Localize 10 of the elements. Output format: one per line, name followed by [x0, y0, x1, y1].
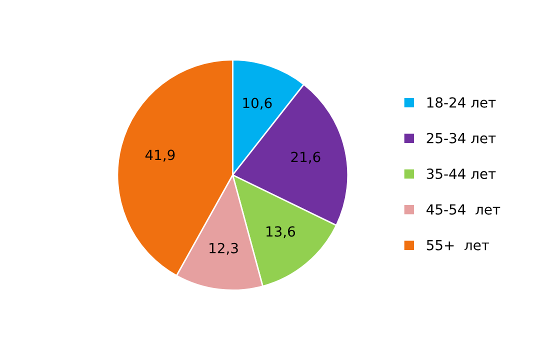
data-label: 21,6: [291, 152, 320, 164]
legend-label: 25-34 лет: [426, 132, 496, 144]
data-label: 13,6: [266, 226, 296, 238]
data-label: 41,9: [145, 150, 175, 162]
data-label: 12,3: [210, 242, 238, 255]
legend-label: 18-24 лет: [427, 97, 496, 108]
legend-label: 35-44 лет: [426, 168, 496, 180]
legend-label: 45-54 лет: [426, 204, 500, 215]
data-label: 10,6: [243, 98, 272, 110]
legend-label: 55+ лет: [426, 240, 490, 250]
